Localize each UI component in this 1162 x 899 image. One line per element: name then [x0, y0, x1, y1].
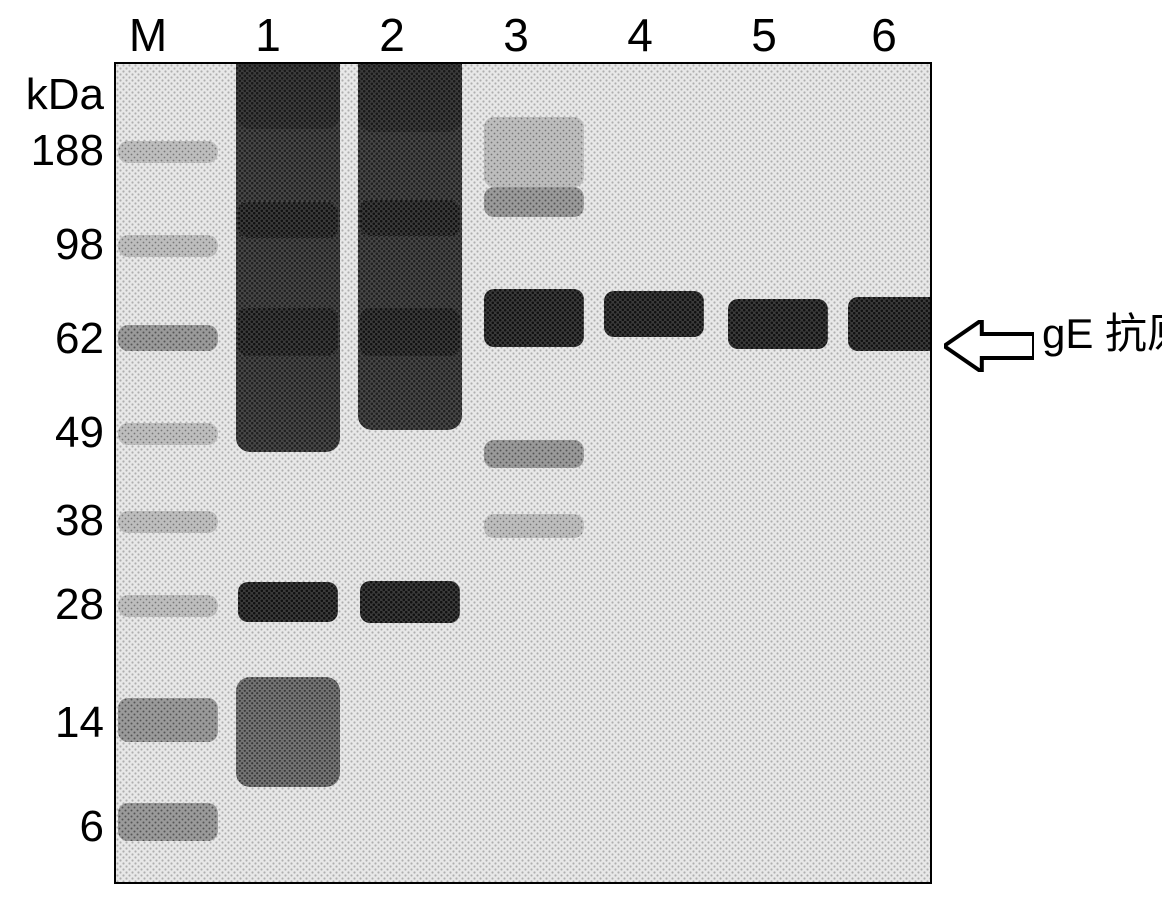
band-lane-3 [484, 187, 584, 217]
lane-header-2: 2 [362, 8, 422, 62]
kda-tick-62: 62 [0, 314, 104, 364]
band-lane-M [118, 423, 218, 445]
kda-unit-label: kDa [0, 70, 104, 120]
band-lane-M [118, 325, 218, 351]
band-lane-2 [360, 581, 460, 623]
kda-tick-188: 188 [0, 126, 104, 176]
band-lane-2 [358, 62, 462, 430]
annotation-label: gE 抗原 [1042, 300, 1162, 361]
kda-tick-98: 98 [0, 220, 104, 270]
kda-tick-38: 38 [0, 496, 104, 546]
band-lane-1 [236, 677, 340, 787]
band-lane-1 [238, 582, 338, 622]
band-lane-M [118, 511, 218, 533]
band-lane-1 [238, 308, 338, 356]
band-lane-M [118, 141, 218, 163]
band-lane-M [118, 595, 218, 617]
lane-header-M: M [118, 8, 178, 62]
kda-tick-49: 49 [0, 408, 104, 458]
band-lane-3 [484, 440, 584, 468]
lane-header-1: 1 [238, 8, 298, 62]
band-lane-3 [484, 289, 584, 347]
band-lane-1 [238, 202, 338, 238]
lane-header-4: 4 [610, 8, 670, 62]
figure-stage: M 1 2 3 4 5 6 kDa 188 98 62 49 38 28 14 6 gE 抗原 [0, 0, 1162, 899]
lane-header-3: 3 [486, 8, 546, 62]
band-lane-2 [360, 200, 460, 236]
lane-header-5: 5 [734, 8, 794, 62]
band-lane-3 [484, 514, 584, 538]
lane-header-6: 6 [854, 8, 914, 62]
kda-tick-14: 14 [0, 698, 104, 748]
gel-box [114, 62, 932, 884]
band-lane-4 [604, 291, 704, 337]
kda-tick-28: 28 [0, 580, 104, 630]
arrow-left-icon [944, 320, 1034, 372]
band-lane-M [118, 235, 218, 257]
band-lane-M [118, 803, 218, 841]
band-lane-1 [236, 62, 340, 452]
band-lane-2 [360, 308, 460, 356]
band-lane-6 [848, 297, 932, 351]
band-lane-5 [728, 299, 828, 349]
kda-tick-6: 6 [0, 802, 104, 852]
band-lane-M [118, 698, 218, 742]
band-lane-3 [484, 117, 584, 187]
